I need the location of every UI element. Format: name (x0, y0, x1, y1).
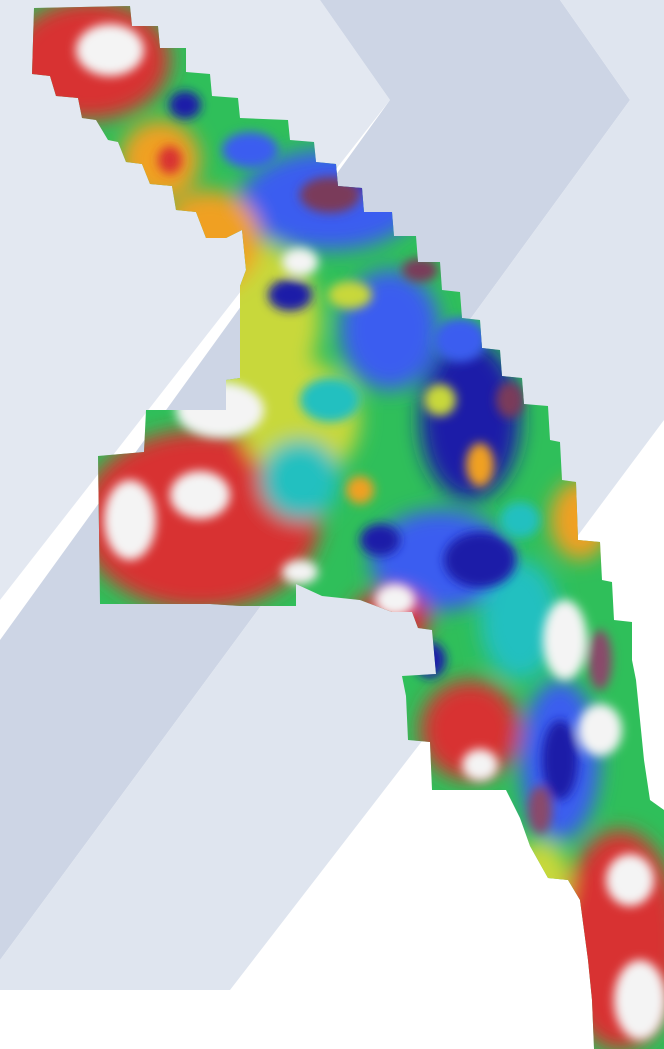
chevron-band-3 (0, 0, 664, 990)
